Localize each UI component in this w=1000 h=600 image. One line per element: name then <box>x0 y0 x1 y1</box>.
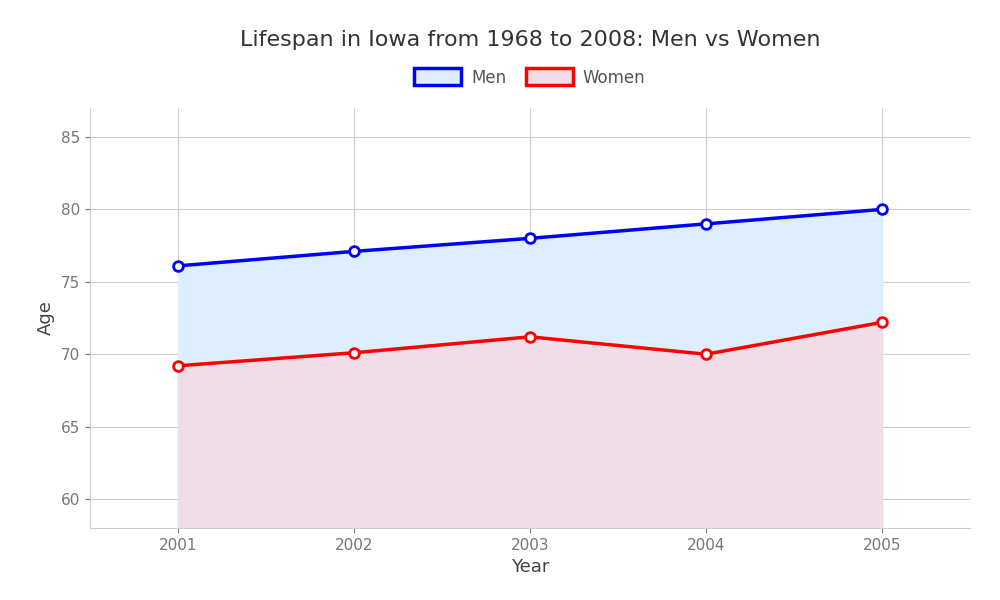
Title: Lifespan in Iowa from 1968 to 2008: Men vs Women: Lifespan in Iowa from 1968 to 2008: Men … <box>240 29 820 49</box>
Legend: Men, Women: Men, Women <box>408 62 652 93</box>
X-axis label: Year: Year <box>511 558 549 576</box>
Y-axis label: Age: Age <box>37 301 55 335</box>
